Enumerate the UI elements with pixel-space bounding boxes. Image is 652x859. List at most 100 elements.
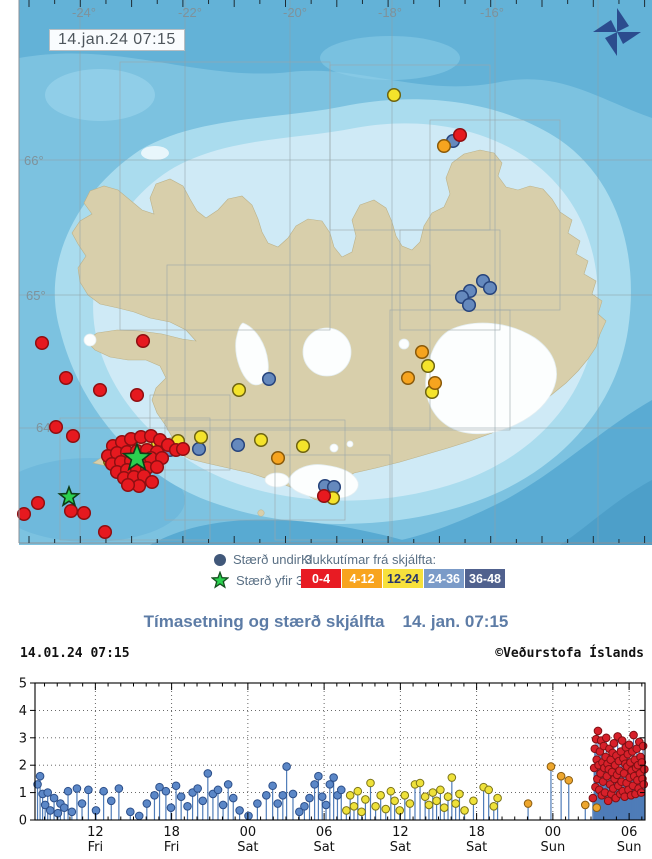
quake-marker-blue [261,371,277,387]
svg-text:4: 4 [19,704,27,719]
large-earthquake-stars [57,441,153,507]
quake-point-12-24h [439,803,449,812]
magnitude-time-chart: 01234512Fri18Fri00Sat06Sat12Sat18Sat00Su… [19,677,649,855]
svg-text:Fri: Fri [88,840,104,855]
quake-point-12-24h [386,786,396,796]
quake-point-24-48h [45,806,55,815]
quake-point-12-24h [342,806,351,815]
quake-marker-red [48,419,64,435]
svg-text:5: 5 [19,677,27,692]
quake-point-24-48h [244,811,253,821]
svg-text:18: 18 [163,825,180,840]
quake-point-24-48h [67,807,77,817]
quake-point-12-24h [357,807,366,817]
quake-star-marker [57,484,81,507]
quake-point-24-48h [150,791,159,800]
quake-point-24-48h [261,791,271,800]
quake-point-24-48h [305,793,314,803]
quake-point-12-24h [493,793,502,803]
quake-point-24-48h [126,807,135,817]
svg-text:Sat: Sat [390,840,411,855]
quake-marker-red [120,477,136,493]
quake-point-0-4h [640,765,649,774]
chart-title: Tímasetning og stærð skjálfta 14. jan. 07… [0,612,652,632]
map-legend: Stærð undir 3 Stærð yfir 3 Klukkutímar f… [0,545,652,608]
quake-point-24-48h [49,793,59,803]
quake-point-24-48h [114,784,124,793]
svg-text:-24°: -24° [72,5,96,20]
quake-point-12-24h [349,802,359,811]
quake-marker-red [175,441,191,457]
quake-point-12-24h [469,796,478,806]
quake-point-4-12h [556,771,566,781]
chart-header: 14.01.24 07:15 ©Veðurstofa Íslands [0,646,652,662]
svg-text:18: 18 [468,825,485,840]
quake-marker-blue [461,297,477,313]
quake-point-24-48h [63,786,73,796]
legend-star-label: Stærð yfir 3 [236,572,304,588]
quake-point-4-12h [580,800,590,810]
svg-text:12: 12 [392,825,409,840]
quake-point-24-48h [91,806,101,815]
quake-point-0-4h [617,736,627,745]
quake-marker-red [58,370,74,386]
quake-point-12-24h [424,800,434,810]
quake-point-12-24h [432,796,441,806]
quake-point-4-12h [564,775,574,785]
age-bin-4-12: 4-12 [342,569,382,588]
quake-point-12-24h [371,802,380,811]
quake-point-0-4h [619,769,629,778]
quake-point-24-48h [40,800,50,810]
quake-marker-red [63,503,79,519]
quake-point-24-48h [295,807,304,817]
quake-marker-yellow [253,432,269,448]
quake-point-24-48h [59,803,69,812]
quake-marker-red [129,387,145,403]
quake-marker-yellow [193,429,209,445]
quake-marker-yellow [386,87,402,103]
quake-point-24-48h [325,780,335,789]
quake-point-24-48h [72,784,82,793]
svg-text:2: 2 [19,759,27,774]
svg-text:3: 3 [19,731,27,746]
svg-text:Sat: Sat [466,840,487,855]
quake-marker-yellow [420,358,436,374]
quake-point-24-48h [198,796,208,806]
quake-point-24-48h [235,806,244,815]
quake-point-12-24h [345,791,355,800]
quake-point-12-24h [415,778,425,788]
svg-text:Sat: Sat [237,840,258,855]
quake-marker-blue [230,437,246,453]
quake-point-12-24h [353,786,363,796]
iceland-map: -24° -22° -20° -18° -16°66°65°64° [0,0,652,545]
quake-point-24-48h [213,785,223,795]
quake-marker-red [92,382,108,398]
quake-point-24-48h [203,769,213,778]
legend-hours-title: Klukkutímar frá skjálfta: [301,552,437,567]
quake-point-0-4h [603,796,613,806]
seismic-zone-boundaries [59,61,561,541]
legend-magnitude-over-3: Stærð yfir 3 [211,571,303,589]
svg-text:65°: 65° [26,288,46,303]
quake-point-24-48h [33,780,42,789]
svg-text:Fri: Fri [164,840,180,855]
quake-point-24-48h [321,800,331,810]
quake-point-12-24h [361,795,370,804]
quake-point-24-48h [336,785,346,795]
svg-text:Sat: Sat [313,840,334,855]
svg-text:Sun: Sun [540,840,565,855]
quake-marker-red [34,335,50,351]
magnitude-dot-icon [214,553,226,566]
quake-point-12-24h [366,778,375,788]
quake-point-24-48h [218,800,228,810]
quake-point-24-48h [134,811,144,821]
svg-text:-16°: -16° [480,5,504,20]
quake-marker-red [30,495,46,511]
quake-point-12-24h [451,799,460,808]
quake-point-12-24h [428,788,438,797]
quake-point-12-24h [436,785,445,795]
quake-point-12-24h [381,804,391,814]
quake-point-24-48h [317,792,327,802]
svg-text:06: 06 [316,825,333,840]
quake-marker-blue [482,280,498,296]
